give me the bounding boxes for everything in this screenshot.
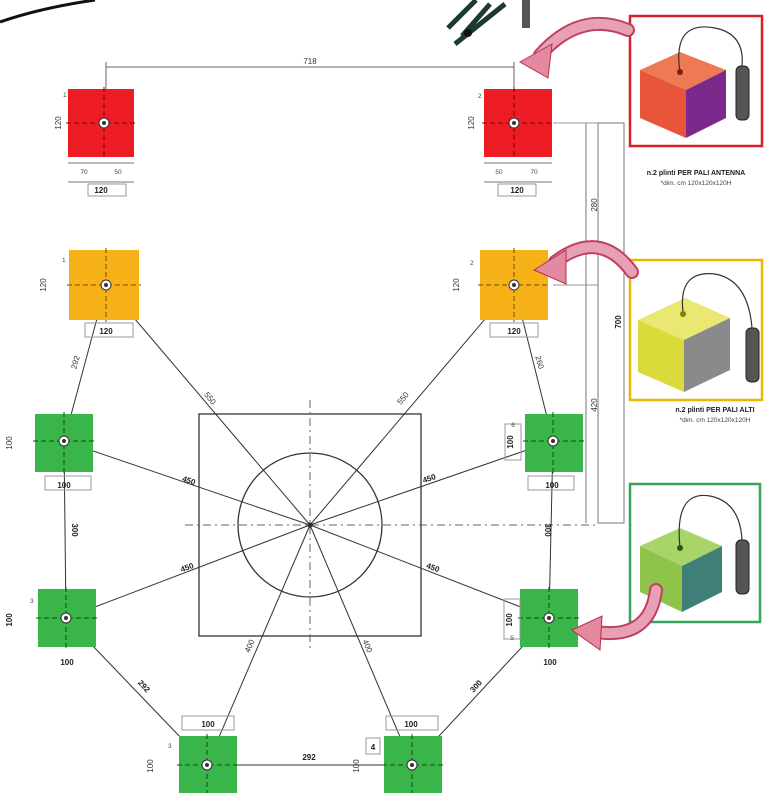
svg-text:3: 3 — [30, 598, 34, 605]
svg-text:3: 3 — [168, 743, 172, 750]
svg-text:120: 120 — [39, 278, 48, 292]
svg-text:100: 100 — [506, 435, 515, 449]
callout-tall-plinth: n.2 plinti PER PALI ALTI *dim. cm 120x12… — [628, 258, 764, 424]
plinth-green-2: 100 6 100 — [504, 412, 585, 491]
caption-tall: n.2 plinti PER PALI ALTI — [675, 407, 754, 414]
svg-text:100: 100 — [505, 613, 514, 627]
plinth-green-5: 3 100 100 — [146, 715, 239, 793]
svg-text:120: 120 — [99, 327, 113, 336]
dim-420: 420 — [590, 398, 599, 412]
plinth-green-1: 100 100 — [5, 412, 95, 491]
dim-550-left: 550 — [202, 390, 218, 406]
svg-text:100: 100 — [352, 759, 361, 773]
svg-text:1: 1 — [62, 257, 66, 264]
caption-antenna: n.2 plinti PER PALI ANTENNA — [647, 170, 745, 177]
svg-text:100: 100 — [404, 720, 418, 729]
dim-700: 700 — [614, 315, 623, 329]
cube-yellow-icon — [638, 273, 760, 392]
plinth-green-6: 4 100 100 — [352, 715, 444, 793]
svg-text:120: 120 — [452, 278, 461, 292]
corner-stroke — [0, 0, 96, 24]
dim-292-left: 292 — [70, 354, 82, 370]
svg-text:1: 1 — [63, 92, 67, 99]
svg-text:120: 120 — [507, 327, 521, 336]
dim-450-ll: 450 — [179, 561, 195, 574]
dim-450-ul: 450 — [181, 474, 197, 487]
svg-text:70: 70 — [80, 169, 88, 176]
svg-text:5: 5 — [510, 635, 514, 642]
plinth-red-1: 1 120 70 50 120 — [54, 87, 136, 197]
svg-text:100: 100 — [60, 658, 74, 667]
dim-260-right: 260 — [533, 355, 545, 371]
dim-450-ur: 450 — [421, 472, 437, 485]
cube-red-icon — [640, 26, 750, 138]
dim-718: 718 — [303, 57, 317, 66]
dim-300-left: 300 — [70, 523, 79, 537]
svg-text:120: 120 — [467, 116, 476, 130]
svg-text:4: 4 — [371, 743, 376, 752]
pole-structure-icon — [446, 0, 530, 46]
dim-120-w: 120 — [94, 186, 108, 195]
svg-text:100: 100 — [5, 436, 14, 450]
dim-120-h: 120 — [54, 116, 63, 130]
arrow-yellow-callout — [532, 240, 639, 285]
plinth-orange-2: 2 120 120 — [452, 248, 550, 338]
svg-text:100: 100 — [543, 658, 557, 667]
plinth-green-4: 100 5 100 — [503, 587, 580, 667]
svg-text:50: 50 — [114, 169, 122, 176]
radial-lines — [63, 284, 554, 766]
dim-292-ll: 292 — [136, 678, 152, 694]
subcaption-tall: *dim. cm 120x120x120H — [680, 417, 751, 424]
svg-text:100: 100 — [5, 613, 14, 627]
svg-text:50: 50 — [495, 169, 503, 176]
arrow-green-callout — [571, 583, 663, 651]
svg-text:2: 2 — [470, 260, 474, 267]
dim-292-bottom: 292 — [302, 753, 316, 762]
svg-text:70: 70 — [530, 169, 538, 176]
plinth-orange-1: 1 120 120 — [39, 248, 141, 338]
plinth-red-2: 2 120 50 70 120 — [467, 87, 554, 197]
svg-text:6: 6 — [511, 422, 515, 429]
dim-300-lr: 300 — [468, 678, 484, 694]
subcaption-antenna: *dim. cm 120x120x120H — [661, 180, 732, 187]
dim-400-right: 400 — [361, 638, 375, 654]
plinth-green-3: 3 100 100 — [5, 587, 98, 667]
dim-400-left: 400 — [243, 638, 257, 654]
vertical-dimensions: 280 700 420 — [553, 122, 625, 524]
svg-text:2: 2 — [478, 93, 482, 100]
svg-text:100: 100 — [57, 481, 71, 490]
dim-550-right: 550 — [395, 390, 411, 406]
callout-antenna-plinth: n.2 plinti PER PALI ANTENNA *dim. cm 120… — [628, 14, 764, 187]
svg-text:100: 100 — [146, 759, 155, 773]
dim-280: 280 — [590, 198, 599, 212]
dim-300-right: 300 — [543, 523, 552, 537]
radial-labels: 550 550 450 450 450 450 400 400 292 260 … — [70, 354, 552, 762]
svg-text:120: 120 — [510, 186, 524, 195]
arrow-red-callout — [518, 16, 635, 79]
dim-450-lr: 450 — [425, 561, 441, 574]
top-dimension: 718 — [105, 57, 515, 92]
svg-text:100: 100 — [545, 481, 559, 490]
svg-text:100: 100 — [201, 720, 215, 729]
